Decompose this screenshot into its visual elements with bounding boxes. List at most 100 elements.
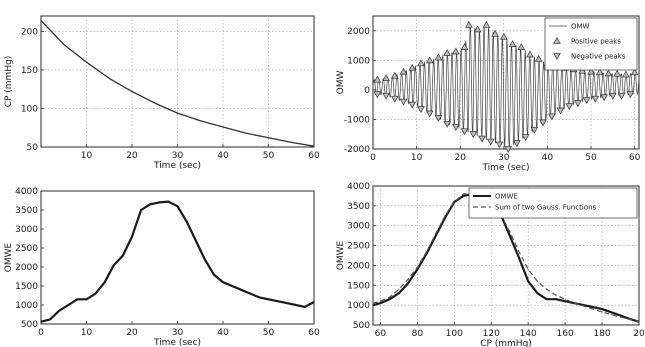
series-point <box>186 220 188 222</box>
series-point <box>267 137 270 139</box>
x-tick-label: 30 <box>172 151 184 161</box>
series-point <box>67 304 69 306</box>
positive-peaks-marker <box>391 71 399 79</box>
x-tick-label: 100 <box>446 329 463 339</box>
series-point <box>95 293 97 295</box>
positive-peaks-marker <box>482 20 491 28</box>
sum-of-two-gauss-functions-point <box>379 300 381 302</box>
chart-panel-bottom-right: 60 80 100 120 140 160 180 20 500 1000 1500 2000 2500… <box>336 182 645 347</box>
series-point <box>176 205 179 207</box>
omwe-point <box>435 235 437 237</box>
negative-peaks-marker <box>600 94 608 102</box>
positive-peaks-marker <box>508 40 517 47</box>
negative-peaks-marker <box>452 123 460 131</box>
negative-peaks-marker <box>609 92 617 100</box>
series-point <box>40 321 42 323</box>
positive-peaks-marker <box>491 29 499 37</box>
negative-peaks-marker <box>591 95 600 103</box>
legend-marker <box>553 37 561 44</box>
series-point <box>140 209 142 211</box>
omwe-point <box>379 302 381 304</box>
positive-peaks-marker <box>465 20 473 28</box>
negative-peaks-marker <box>382 92 390 100</box>
x-tick-label: 10 <box>81 328 93 338</box>
series-point <box>231 285 233 287</box>
positive-peaks-marker <box>604 69 613 77</box>
sum-of-two-gauss-functions-point <box>425 250 428 253</box>
legend-box <box>544 17 638 71</box>
series-point <box>295 304 297 306</box>
positive-peaks-marker <box>408 63 417 71</box>
y-tick-label: 4000 <box>15 187 38 197</box>
x-tick-label: 60 <box>375 329 387 339</box>
negative-peaks-marker <box>513 140 521 148</box>
x-tick-label: 60 <box>629 153 641 163</box>
series-point <box>40 20 42 22</box>
sum-of-two-gauss-functions-point <box>546 288 548 290</box>
omwe-point <box>509 235 511 237</box>
series-point <box>222 126 224 128</box>
series-point <box>249 293 251 295</box>
omwe-point <box>518 256 520 259</box>
positive-peaks-marker <box>526 50 534 58</box>
legend-label: OMW <box>571 23 590 31</box>
x-tick-label: 0 <box>38 328 44 338</box>
y-tick-label: 2500 <box>15 244 38 254</box>
omwe-point <box>592 306 594 308</box>
x-tick-label: 160 <box>557 329 574 339</box>
series-point <box>85 298 88 300</box>
x-tick-label: 20 <box>126 328 138 338</box>
legend-label: Sum of two Gauss. Functions <box>495 204 597 212</box>
x-tick-label: 140 <box>520 329 537 339</box>
series-point <box>240 289 242 291</box>
positive-peaks-marker <box>613 69 621 77</box>
positive-peaks-marker <box>595 68 604 76</box>
series-point <box>58 310 60 312</box>
sum-of-two-gauss-functions-point <box>573 302 575 304</box>
series-point <box>213 274 215 276</box>
sum-of-two-gauss-functions-point <box>435 233 437 235</box>
y-tick-label: 3000 <box>15 225 38 235</box>
positive-peaks-marker <box>622 70 630 78</box>
series-point <box>204 258 206 260</box>
omwe-point <box>546 298 548 300</box>
negative-peaks-marker <box>460 128 469 136</box>
y-tick-label: 2000 <box>347 27 370 37</box>
positive-peaks-marker <box>587 67 595 75</box>
negative-peaks-marker <box>408 101 417 109</box>
x-tick-label: 40 <box>217 151 229 161</box>
y-tick-label: 4000 <box>347 182 370 192</box>
y-tick-label: 3500 <box>347 202 370 212</box>
omwe-point <box>407 282 409 284</box>
x-tick-label: 30 <box>172 328 184 338</box>
series-point <box>222 281 224 283</box>
negative-peaks-marker <box>443 120 451 128</box>
y-tick-label: 1500 <box>347 281 370 291</box>
negative-peaks-marker <box>495 141 504 149</box>
plot-area <box>40 190 315 325</box>
x-tick-label: 20 <box>633 329 645 339</box>
negative-peaks-marker <box>565 103 574 111</box>
series-point <box>267 298 270 300</box>
series-point <box>176 112 179 114</box>
omwe-point <box>619 314 622 317</box>
x-tick-label: 50 <box>585 153 597 163</box>
x-tick-label: 20 <box>126 151 138 161</box>
positive-peaks-marker <box>443 49 451 56</box>
sum-of-two-gauss-functions-point <box>372 302 374 304</box>
positive-peaks-marker <box>517 43 526 50</box>
negative-peaks-marker <box>547 113 556 121</box>
sum-of-two-gauss-functions-point <box>592 308 594 310</box>
positive-peaks-marker <box>425 56 434 64</box>
negative-peaks-marker <box>417 106 425 114</box>
positive-peaks-marker <box>373 75 382 83</box>
series-point <box>258 296 260 298</box>
chart-panel-bottom-left: 0 10 20 30 40 50 60 500 1000 1500 2000 2500 3000 3500… <box>4 187 320 347</box>
series-point <box>199 120 201 122</box>
x-axis-label: Time (sec) <box>481 163 529 173</box>
x-tick-label: 80 <box>412 329 424 339</box>
y-tick-label: 3000 <box>347 222 370 232</box>
negative-peaks-marker <box>373 91 382 99</box>
omwe-point <box>416 268 418 270</box>
negative-peaks-marker <box>582 97 591 105</box>
